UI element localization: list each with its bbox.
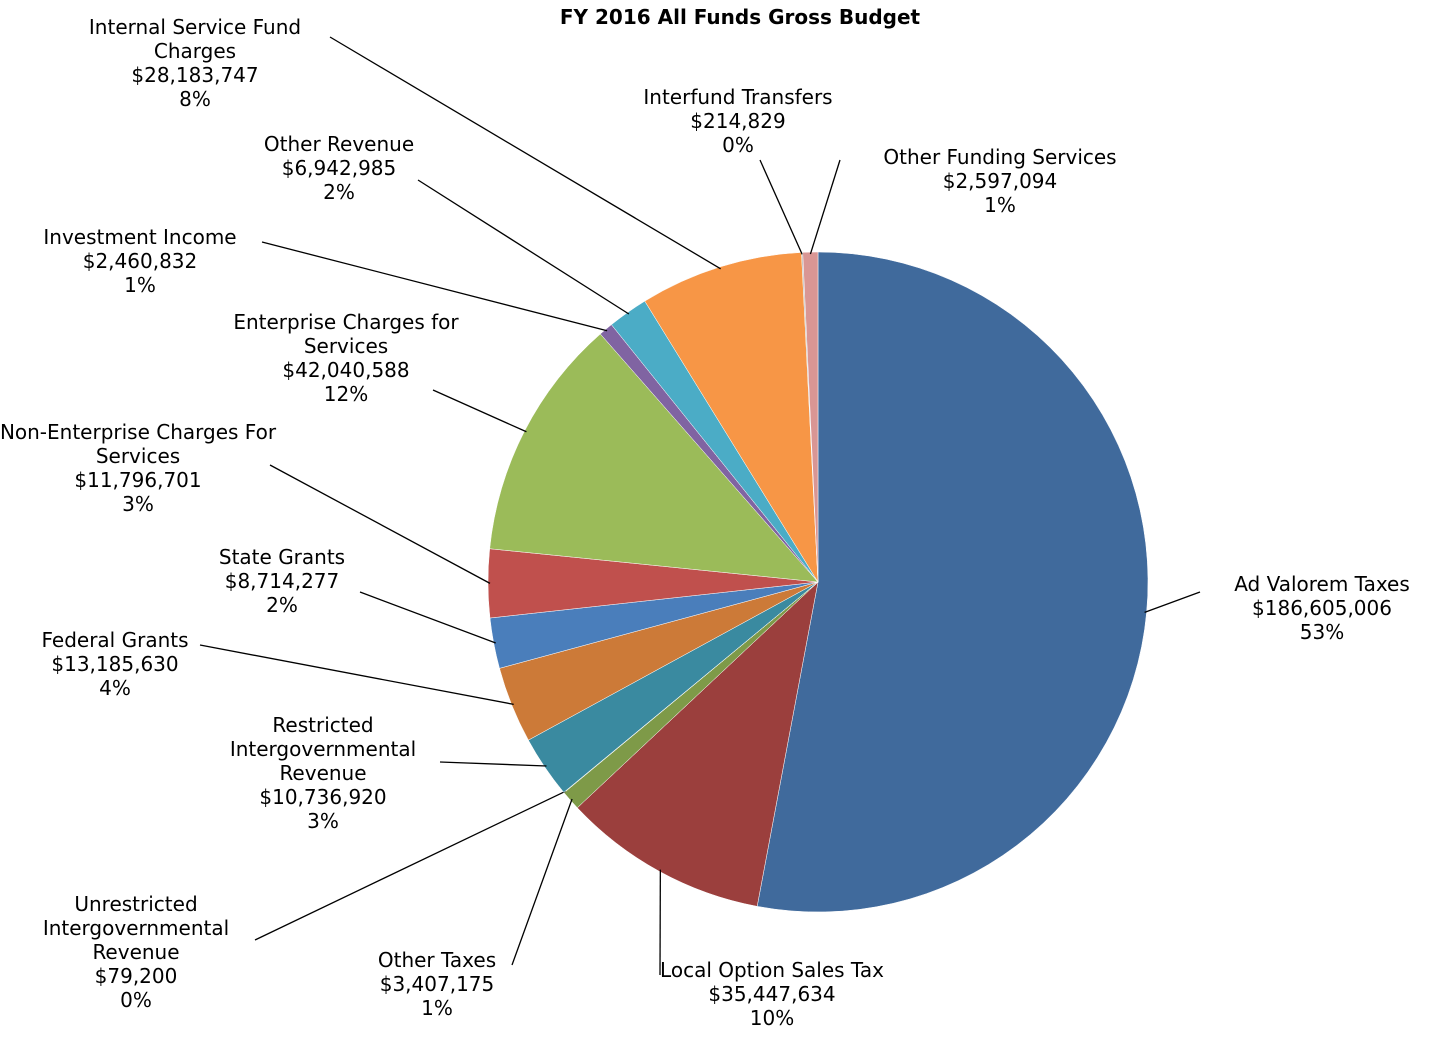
value-label: $28,183,747: [131, 63, 259, 87]
leader-line: [759, 159, 803, 255]
value-label: $10,736,920: [259, 785, 387, 809]
category-name: Enterprise Charges for Services: [233, 310, 459, 358]
leader-line: [809, 159, 841, 255]
slice-label: Internal Service Fund Charges $28,183,747…: [55, 15, 335, 111]
category-name: Investment Income: [43, 225, 237, 249]
category-name: Unrestricted Intergovernmental Revenue: [42, 892, 230, 964]
percent-label: 0%: [120, 988, 152, 1012]
slice-label: Other Revenue $6,942,985 2%: [229, 132, 449, 204]
percent-label: 8%: [179, 87, 211, 111]
slice-label: Ad Valorem Taxes $186,605,006 53%: [1192, 572, 1437, 644]
percent-label: 2%: [323, 180, 355, 204]
percent-label: 1%: [984, 193, 1016, 217]
percent-label: 1%: [421, 996, 453, 1020]
percent-label: 53%: [1299, 620, 1345, 644]
slice-label: Federal Grants $13,185,630 4%: [15, 628, 215, 700]
leader-line: [511, 798, 573, 966]
percent-label: 0%: [722, 133, 754, 157]
value-label: $2,460,832: [82, 249, 198, 273]
percent-label: 3%: [122, 492, 154, 516]
slice-label: Unrestricted Intergovernmental Revenue $7…: [11, 892, 261, 1012]
value-label: $214,829: [690, 109, 786, 133]
leader-line: [269, 464, 491, 584]
value-label: $8,714,277: [224, 569, 340, 593]
leader-line: [432, 389, 527, 433]
percent-label: 1%: [124, 273, 156, 297]
pie-slice: [576, 581, 819, 907]
slice-label: Local Option Sales Tax $35,447,634 10%: [622, 958, 922, 1030]
slice-label: Interfund Transfers $214,829 0%: [608, 85, 868, 157]
leader-line: [199, 644, 514, 705]
value-label: $2,597,094: [942, 169, 1058, 193]
percent-label: 2%: [266, 593, 298, 617]
leader-line: [261, 241, 608, 332]
category-name: Interfund Transfers: [643, 85, 833, 109]
leader-line: [359, 591, 496, 644]
leader-line: [1144, 591, 1201, 613]
slice-label: State Grants $8,714,277 2%: [182, 545, 382, 617]
percent-label: 10%: [749, 1006, 795, 1030]
value-label: $3,407,175: [379, 972, 495, 996]
percent-label: 12%: [323, 382, 369, 406]
leader-line: [254, 790, 566, 941]
value-label: $186,605,006: [1252, 596, 1392, 620]
category-name: Other Taxes: [377, 948, 497, 972]
slice-label: Other Taxes $3,407,175 1%: [337, 948, 537, 1020]
chart-title: FY 2016 All Funds Gross Budget: [559, 5, 921, 29]
category-name: Restricted Intergovernmental Revenue: [229, 713, 417, 785]
leader-line: [417, 179, 630, 315]
percent-label: 4%: [99, 676, 131, 700]
category-name: Federal Grants: [41, 628, 189, 652]
leader-line: [329, 36, 721, 270]
pie-slice: [644, 252, 819, 583]
category-name: State Grants: [218, 545, 346, 569]
category-name: Internal Service Fund Charges: [88, 15, 302, 63]
category-name: Ad Valorem Taxes: [1234, 572, 1410, 596]
category-name: Other Funding Services: [883, 145, 1117, 169]
leader-line: [439, 761, 547, 767]
value-label: $6,942,985: [281, 156, 397, 180]
slice-label: Other Funding Services $2,597,094 1%: [850, 145, 1150, 217]
slice-label: Restricted Intergovernmental Revenue $10,…: [198, 713, 448, 833]
category-name: Non-Enterprise Charges For Services: [0, 420, 277, 468]
value-label: $13,185,630: [51, 652, 179, 676]
value-label: $79,200: [94, 964, 178, 988]
category-name: Other Revenue: [263, 132, 415, 156]
value-label: $42,040,588: [282, 358, 410, 382]
percent-label: 3%: [307, 809, 339, 833]
value-label: $11,796,701: [74, 468, 202, 492]
pie-slice: [756, 251, 1149, 913]
slice-label: Non-Enterprise Charges For Services $11,7…: [0, 420, 278, 516]
slice-label: Investment Income $2,460,832 1%: [10, 225, 270, 297]
category-name: Local Option Sales Tax: [660, 958, 884, 982]
slice-label: Enterprise Charges for Services $42,040,5…: [206, 310, 486, 406]
value-label: $35,447,634: [708, 982, 836, 1006]
